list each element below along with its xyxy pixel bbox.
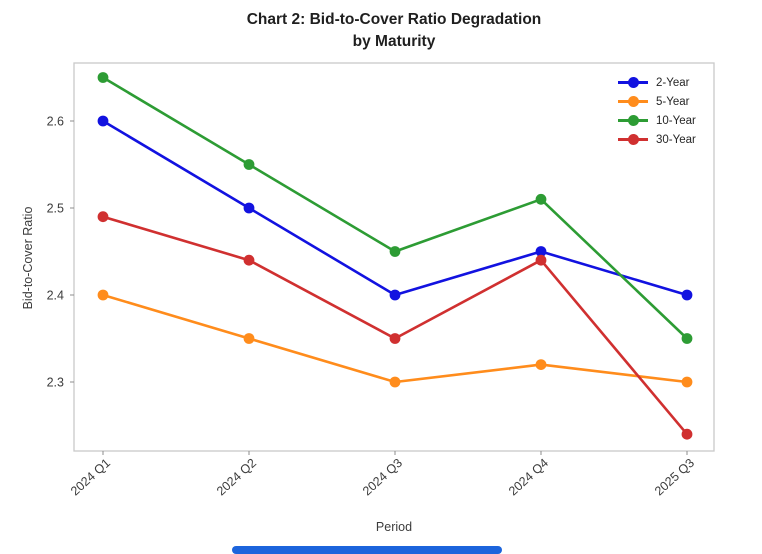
- legend-item-30-Year: 30-Year: [618, 130, 696, 149]
- series-line-2-Year: [102, 119, 688, 297]
- legend-marker-icon: [618, 115, 648, 126]
- legend-dot: [627, 77, 639, 88]
- y-axis-label: Bid-to-Cover Ratio: [21, 206, 35, 310]
- scrollbar-thumb[interactable]: [232, 546, 502, 554]
- legend-marker-icon: [618, 96, 648, 107]
- data-point-5-Year-2024 Q3: [389, 376, 401, 388]
- y-tick-label: 2.6: [47, 115, 64, 129]
- legend-dot: [627, 96, 639, 107]
- chart-title-line2: by Maturity: [352, 33, 436, 50]
- data-point-5-Year-2024 Q2: [243, 333, 255, 344]
- x-axis-label: Period: [375, 520, 413, 534]
- data-point-10-Year-2024 Q2: [243, 159, 255, 170]
- data-point-5-Year-2024 Q1: [97, 289, 109, 301]
- data-point-30-Year-2024 Q3: [389, 333, 401, 344]
- y-tick-label: 2.3: [47, 376, 64, 390]
- legend-item-10-Year: 10-Year: [618, 111, 696, 130]
- data-point-5-Year-2024 Q4: [535, 359, 547, 370]
- data-point-30-Year-2024 Q4: [535, 254, 547, 266]
- legend-label: 2-Year: [656, 76, 690, 89]
- data-point-10-Year-2025 Q3: [681, 333, 693, 344]
- data-point-30-Year-2024 Q1: [97, 211, 109, 223]
- data-point-10-Year-2024 Q4: [535, 193, 547, 205]
- data-point-30-Year-2024 Q2: [243, 254, 255, 266]
- y-tick-label: 2.4: [47, 289, 64, 303]
- y-tick-label: 2.5: [47, 202, 64, 216]
- x-tick-label: 2024 Q1: [68, 456, 113, 499]
- plot-frame: [73, 62, 715, 452]
- x-tick-label: 2025 Q3: [652, 456, 697, 499]
- legend-item-2-Year: 2-Year: [618, 73, 696, 92]
- x-tick-label: 2024 Q3: [360, 456, 405, 499]
- data-point-10-Year-2024 Q1: [97, 72, 109, 83]
- legend-label: 30-Year: [656, 133, 696, 146]
- legend-label: 10-Year: [656, 114, 696, 127]
- data-point-5-Year-2025 Q3: [681, 376, 693, 388]
- data-point-2-Year-2025 Q3: [681, 289, 693, 301]
- data-point-10-Year-2024 Q3: [389, 246, 401, 257]
- legend-marker-icon: [618, 77, 648, 88]
- data-point-2-Year-2024 Q1: [97, 115, 109, 127]
- data-point-30-Year-2025 Q3: [681, 428, 693, 440]
- legend: 2-Year 5-Year 10-Year 30-Year: [618, 73, 696, 149]
- data-point-2-Year-2024 Q4: [535, 246, 547, 257]
- data-point-2-Year-2024 Q3: [389, 289, 401, 301]
- legend-dot: [627, 115, 639, 126]
- chart-title-line1: Chart 2: Bid-to-Cover Ratio Degradation: [246, 11, 542, 28]
- x-tick-label: 2024 Q4: [506, 456, 551, 499]
- x-tick-label: 2024 Q2: [214, 456, 259, 499]
- legend-dot: [627, 134, 639, 145]
- legend-item-5-Year: 5-Year: [618, 92, 696, 111]
- legend-label: 5-Year: [656, 95, 690, 108]
- data-point-2-Year-2024 Q2: [243, 202, 255, 214]
- legend-marker-icon: [618, 134, 648, 145]
- chart-title: Chart 2: Bid-to-Cover Ratio Degradation …: [74, 9, 714, 53]
